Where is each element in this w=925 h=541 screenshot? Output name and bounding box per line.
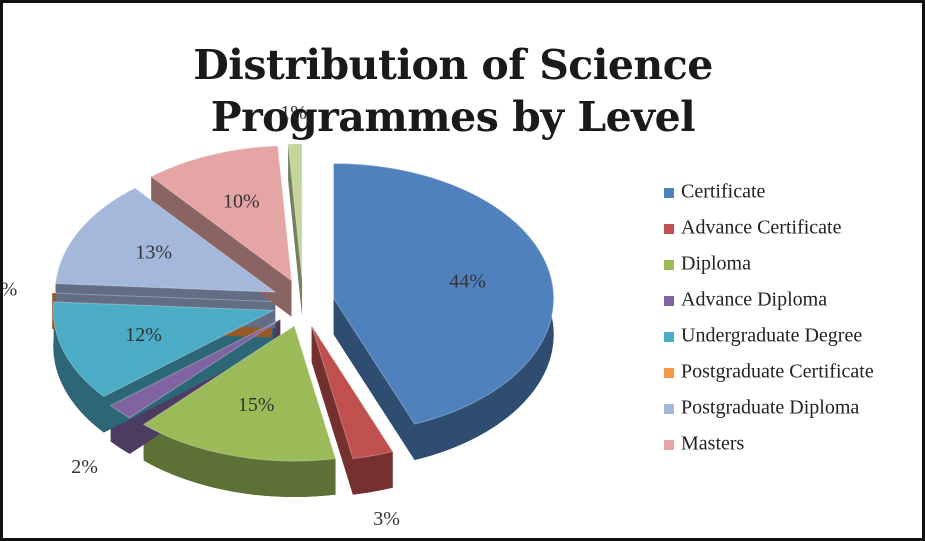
slice <box>287 143 303 280</box>
data-label: 15% <box>238 394 275 416</box>
chart: 44% 3% 15% 2% 12% 0% 13% 10% 1% Certificate Advanc… <box>3 102 874 530</box>
legend-swatch <box>664 224 674 234</box>
legend-swatch <box>664 368 674 378</box>
slice-side <box>53 301 104 433</box>
slice-side <box>352 451 393 495</box>
legend-swatch <box>664 404 674 414</box>
legend-label: Diploma <box>681 253 751 275</box>
legend-label: Undergraduate Degree <box>681 325 862 347</box>
slice <box>109 318 281 419</box>
slice-side <box>333 298 415 461</box>
slice <box>142 325 337 462</box>
data-label: 12% <box>125 324 162 346</box>
legend-label: Masters <box>681 433 745 455</box>
data-label: 0% <box>3 279 17 301</box>
legend-label: Advance Certificate <box>681 217 842 239</box>
slice <box>52 292 272 302</box>
legend-swatch <box>664 332 674 342</box>
legend-label: Advance Diploma <box>681 289 827 311</box>
slice-side <box>143 424 336 498</box>
legend-swatch <box>664 296 674 306</box>
data-label: 44% <box>449 270 486 292</box>
data-label: 13% <box>135 242 172 264</box>
slice <box>52 301 276 398</box>
slice-side <box>288 144 303 316</box>
data-label: 2% <box>71 456 98 478</box>
slice-side <box>311 326 353 495</box>
legend-label: Postgraduate Certificate <box>681 361 874 383</box>
legend-swatch <box>664 188 674 198</box>
legend-label: Certificate <box>681 181 766 203</box>
chart-title: Distribution of Science Programmes by Le… <box>193 41 713 141</box>
slice <box>55 187 277 293</box>
data-label: 3% <box>373 508 400 530</box>
slice <box>333 163 555 425</box>
slice <box>311 325 394 460</box>
legend-swatch <box>664 260 674 270</box>
slice <box>150 145 293 282</box>
data-label: 10% <box>223 190 260 212</box>
legend-swatch <box>664 440 674 450</box>
legend-label: Postgraduate Diploma <box>681 397 859 419</box>
data-label: 1% <box>280 102 307 124</box>
